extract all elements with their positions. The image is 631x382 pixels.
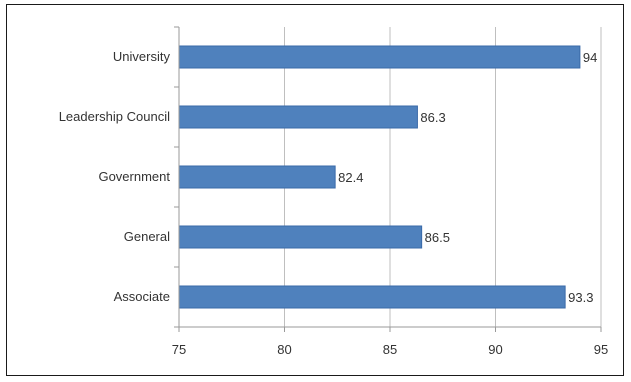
category-label: Government — [98, 169, 170, 184]
bar-university — [178, 45, 581, 69]
bars — [178, 45, 581, 309]
category-label: General — [124, 229, 170, 244]
x-tick-label: 95 — [594, 342, 608, 357]
category-label: University — [113, 49, 171, 64]
chart-frame: University 94 Leadership Council 86.3 Govern… — [6, 4, 624, 376]
category-label: Associate — [114, 289, 170, 304]
bar-leadership-council — [178, 105, 418, 129]
x-tick-label: 85 — [383, 342, 397, 357]
data-label: 93.3 — [568, 290, 593, 305]
data-label: 86.5 — [425, 230, 450, 245]
bar-general — [178, 225, 423, 249]
bar-government — [178, 165, 336, 189]
category-label: Leadership Council — [59, 109, 170, 124]
bar-chart: University 94 Leadership Council 86.3 Govern… — [59, 26, 609, 357]
data-label: 86.3 — [420, 110, 445, 125]
bar-associate — [178, 285, 566, 309]
x-tick-label: 80 — [277, 342, 291, 357]
x-tick-label: 90 — [488, 342, 502, 357]
x-tick-label: 75 — [172, 342, 186, 357]
data-label: 94 — [583, 50, 597, 65]
labels: University 94 Leadership Council 86.3 Govern… — [59, 49, 609, 357]
axes — [174, 26, 602, 332]
data-label: 82.4 — [338, 170, 363, 185]
